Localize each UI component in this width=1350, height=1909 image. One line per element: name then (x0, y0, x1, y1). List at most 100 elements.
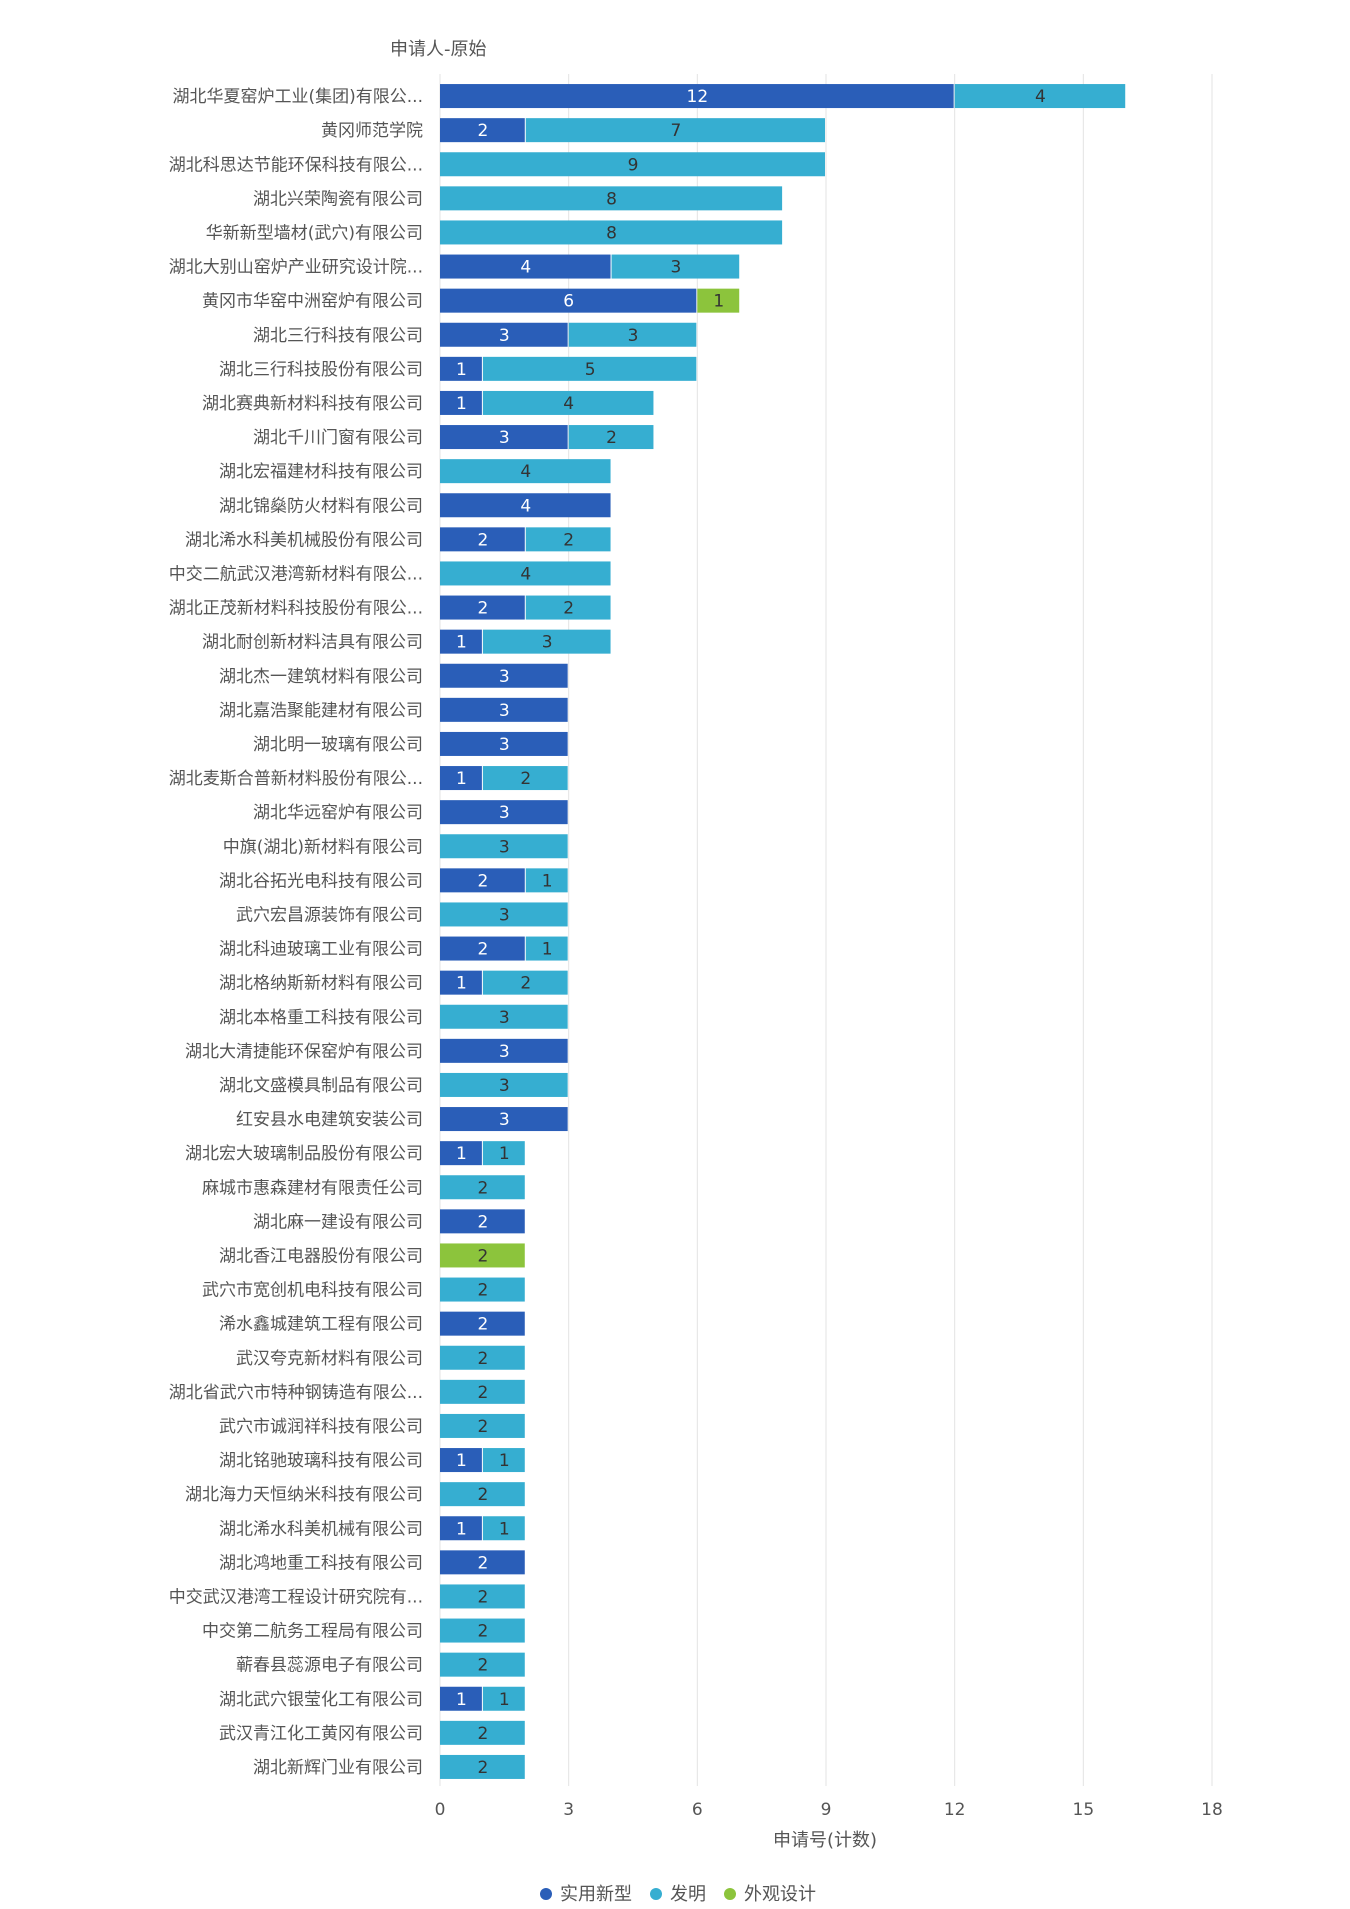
data-label: 7 (670, 121, 681, 141)
category-label: 湖北浠水科美机械有限公司 (219, 1519, 423, 1539)
x-tick-label-2: 6 (692, 1800, 703, 1820)
category-label: 湖北赛典新材料科技有限公司 (202, 393, 423, 414)
data-label: 2 (477, 1212, 488, 1232)
data-label: 2 (477, 1281, 488, 1301)
data-label: 3 (499, 1110, 510, 1130)
legend-marker-2 (724, 1888, 736, 1900)
data-label: 1 (456, 360, 467, 380)
category-label: 黄冈市华窑中洲窑炉有限公司 (202, 292, 423, 312)
legend-label-1[interactable]: 发明 (670, 1884, 706, 1905)
data-label: 2 (563, 599, 574, 619)
data-label: 1 (499, 1144, 510, 1164)
category-label: 湖北新辉门业有限公司 (253, 1758, 423, 1778)
data-label: 1 (499, 1690, 510, 1710)
category-label: 湖北大清捷能环保窑炉有限公司 (185, 1042, 423, 1062)
x-tick-label-4: 12 (944, 1800, 966, 1820)
data-label: 3 (499, 326, 510, 346)
chart-container: 申请人-原始 124279884361331514324422422133331… (0, 0, 1350, 1909)
data-label: 1 (456, 1690, 467, 1710)
category-label: 湖北嘉浩聚能建材有限公司 (219, 701, 423, 721)
x-tick-labels: 0369121518 (435, 1800, 1223, 1820)
data-label: 5 (585, 360, 596, 380)
category-label: 湖北香江电器股份有限公司 (219, 1246, 423, 1266)
category-label: 湖北三行科技股份有限公司 (219, 360, 423, 380)
data-label: 6 (563, 292, 574, 312)
data-label: 1 (499, 1519, 510, 1539)
data-label: 1 (713, 292, 724, 312)
data-label: 1 (456, 974, 467, 994)
data-label: 2 (477, 1485, 488, 1505)
data-label: 2 (477, 1246, 488, 1266)
legend-marker-1 (650, 1888, 662, 1900)
data-label: 3 (670, 258, 681, 278)
data-label: 2 (477, 871, 488, 891)
data-label: 12 (687, 87, 709, 107)
category-label: 蕲春县蕊源电子有限公司 (236, 1656, 423, 1676)
data-label: 8 (606, 189, 617, 209)
data-label: 2 (520, 974, 531, 994)
category-label: 湖北谷拓光电科技有限公司 (219, 871, 423, 891)
data-label: 3 (499, 428, 510, 448)
data-label: 3 (542, 633, 553, 653)
category-label: 武穴宏昌源装饰有限公司 (236, 905, 423, 925)
data-label: 4 (520, 258, 531, 278)
category-label: 武汉青江化工黄冈有限公司 (219, 1724, 423, 1744)
data-label: 1 (542, 940, 553, 960)
category-label: 湖北宏大玻璃制品股份有限公司 (185, 1144, 423, 1164)
category-label: 浠水鑫城建筑工程有限公司 (219, 1315, 423, 1335)
category-label: 麻城市惠森建材有限责任公司 (202, 1178, 423, 1198)
data-label: 3 (499, 735, 510, 755)
data-label: 1 (456, 633, 467, 653)
data-label: 2 (563, 530, 574, 550)
x-tick-label-3: 9 (821, 1800, 832, 1820)
category-label: 中交武汉港湾工程设计研究院有... (169, 1587, 423, 1607)
category-label: 湖北海力天恒纳米科技有限公司 (185, 1485, 423, 1505)
x-axis-title: 申请号(计数) (773, 1830, 877, 1851)
category-label: 中交第二航务工程局有限公司 (202, 1622, 423, 1642)
data-label: 2 (477, 1724, 488, 1744)
category-label: 湖北华夏窑炉工业(集团)有限公... (173, 87, 423, 107)
data-label: 1 (456, 1144, 467, 1164)
data-label: 2 (477, 1587, 488, 1607)
legend-label-0[interactable]: 实用新型 (560, 1884, 632, 1905)
category-label: 湖北科思达节能环保科技有限公... (169, 155, 423, 175)
data-label: 1 (456, 394, 467, 414)
category-label: 华新新型墙材(武穴)有限公司 (206, 223, 423, 243)
data-label: 4 (563, 394, 574, 414)
category-label: 湖北正茂新材料科技股份有限公... (169, 599, 423, 619)
category-label: 中旗(湖北)新材料有限公司 (223, 837, 423, 857)
category-label: 湖北科迪玻璃工业有限公司 (219, 940, 423, 960)
category-label: 武穴市诚润祥科技有限公司 (219, 1417, 423, 1437)
category-label: 湖北铭驰玻璃科技有限公司 (219, 1451, 423, 1471)
data-label: 2 (477, 530, 488, 550)
data-label: 3 (499, 837, 510, 857)
data-label: 3 (499, 1076, 510, 1096)
category-label: 湖北千川门窗有限公司 (253, 428, 423, 448)
category-labels: 湖北华夏窑炉工业(集团)有限公... 黄冈师范学院湖北科思达节能环保科技有限公..… (169, 87, 423, 1778)
legend[interactable]: 实用新型 发明 外观设计 (540, 1884, 816, 1905)
data-label: 2 (477, 121, 488, 141)
category-label: 红安县水电建筑安装公司 (236, 1110, 423, 1130)
data-label: 2 (477, 1553, 488, 1573)
data-label: 1 (456, 1519, 467, 1539)
data-label: 8 (606, 223, 617, 243)
category-label: 湖北鸿地重工科技有限公司 (219, 1553, 423, 1573)
data-label: 3 (499, 667, 510, 687)
data-label: 3 (499, 905, 510, 925)
data-label: 2 (520, 769, 531, 789)
category-label: 黄冈师范学院 (321, 121, 423, 141)
data-label: 4 (520, 564, 531, 584)
category-label: 湖北本格重工科技有限公司 (219, 1008, 423, 1028)
data-label: 4 (520, 462, 531, 482)
data-label: 1 (542, 871, 553, 891)
data-label: 3 (499, 803, 510, 823)
data-label: 2 (477, 940, 488, 960)
category-label: 湖北锦燊防火材料有限公司 (219, 496, 423, 516)
legend-label-2[interactable]: 外观设计 (744, 1884, 816, 1905)
bar-chart-svg: 申请人-原始 124279884361331514324422422133331… (0, 0, 1350, 1909)
category-label: 湖北省武穴市特种钢铸造有限公... (169, 1383, 423, 1403)
category-label: 湖北华远窑炉有限公司 (253, 803, 423, 823)
category-label: 武穴市宽创机电科技有限公司 (202, 1281, 423, 1301)
data-label: 1 (456, 1451, 467, 1471)
category-label: 湖北武穴银莹化工有限公司 (219, 1690, 423, 1710)
